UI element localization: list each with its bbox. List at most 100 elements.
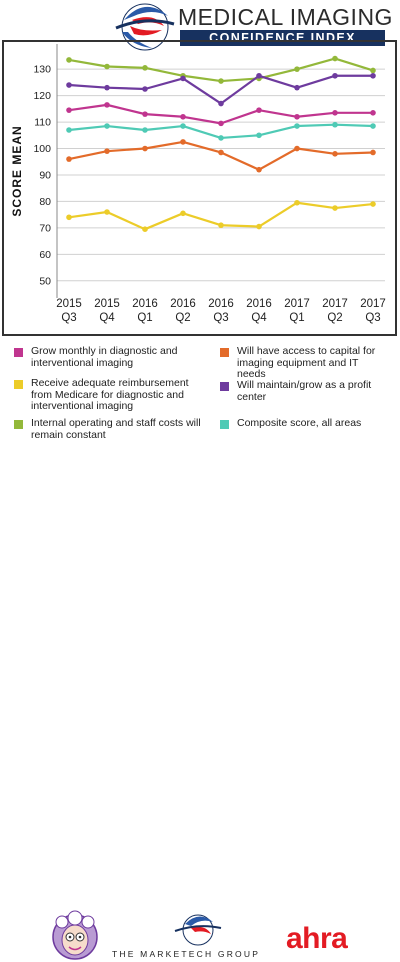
data-point — [218, 78, 224, 84]
legend-swatch-teal — [220, 420, 229, 429]
data-point — [256, 132, 262, 139]
y-axis-title: SCORE MEAN — [10, 125, 24, 216]
data-point — [370, 149, 376, 156]
data-point — [180, 123, 186, 129]
y-tick-label: 130 — [33, 64, 51, 76]
x-tick-label-year: 2017 — [284, 298, 310, 310]
x-tick-label-year: 2015 — [56, 298, 82, 310]
x-tick-label-quarter: Q1 — [137, 312, 152, 324]
marketech-group-label: THE MARKETECH GROUP — [112, 949, 261, 959]
data-point — [104, 148, 110, 154]
footer: THE MARKETECH GROUP ahra — [0, 452, 400, 960]
data-point — [142, 127, 148, 133]
data-point — [104, 123, 110, 129]
data-point — [294, 113, 300, 120]
medical-imaging-logo-icon — [115, 3, 175, 51]
data-point — [256, 223, 262, 230]
data-point — [370, 123, 376, 129]
x-tick-label-quarter: Q4 — [251, 312, 267, 324]
x-tick-label-year: 2016 — [208, 298, 234, 310]
y-tick-label: 110 — [34, 117, 51, 129]
data-point — [104, 209, 110, 215]
legend-item-composite: Composite score, all areas — [220, 417, 388, 430]
data-point — [104, 84, 110, 91]
legend-item-profit-center: Will maintain/grow as a profit center — [220, 379, 388, 403]
y-tick-label: 120 — [33, 90, 51, 102]
y-tick-label: 50 — [39, 275, 51, 287]
data-point — [256, 166, 262, 173]
chart-frame — [2, 40, 397, 336]
legend-label: Will maintain/grow as a profit center — [237, 379, 372, 403]
data-point — [180, 75, 186, 82]
x-tick-label-quarter: Q3 — [213, 312, 228, 324]
x-tick-label-year: 2017 — [360, 298, 386, 310]
x-tick-label-quarter: Q4 — [99, 312, 115, 324]
y-tick-label: 80 — [39, 196, 51, 208]
legend-swatch-yellow — [14, 380, 23, 389]
legend-label: Receive adequate reimbursement from Medi… — [31, 377, 189, 412]
data-point — [370, 110, 376, 116]
legend-item-grow-monthly: Grow monthly in diagnostic and intervent… — [14, 345, 186, 369]
data-point — [332, 205, 338, 211]
x-tick-label-quarter: Q3 — [61, 312, 76, 324]
data-point — [180, 210, 186, 217]
data-point — [370, 201, 376, 207]
data-point — [256, 72, 262, 79]
data-point — [332, 110, 338, 116]
legend-swatch-green — [14, 420, 23, 429]
data-point — [294, 145, 300, 152]
data-point — [66, 156, 72, 162]
x-tick-label-year: 2015 — [94, 298, 120, 310]
data-point — [142, 86, 148, 92]
line-chart: 50 60 70 80 90 100 110 120 130 SCORE MEAN 2015 Q3 20… — [10, 44, 386, 324]
data-point — [294, 123, 300, 129]
data-point — [294, 84, 300, 91]
y-tick-label: 70 — [39, 222, 51, 234]
data-point — [294, 199, 300, 206]
title-medical-imaging: MEDICAL IMAGING — [178, 4, 393, 30]
data-point — [218, 222, 224, 229]
x-tick-label-year: 2016 — [246, 298, 272, 310]
legend: Grow monthly in diagnostic and intervent… — [0, 342, 400, 452]
data-point — [180, 113, 186, 120]
data-point — [66, 82, 72, 88]
data-point — [218, 100, 224, 107]
data-point — [218, 149, 224, 156]
x-tick-label-quarter: Q2 — [175, 312, 190, 324]
series-line — [68, 140, 374, 171]
y-tick-label: 60 — [39, 249, 51, 261]
x-tick-label-quarter: Q1 — [289, 312, 304, 324]
data-point — [370, 67, 376, 74]
legend-swatch-orange — [220, 348, 229, 357]
data-point — [332, 55, 338, 62]
data-point — [332, 121, 338, 128]
legend-item-reimbursement: Receive adequate reimbursement from Medi… — [14, 377, 210, 413]
x-tick-label-year: 2016 — [170, 298, 196, 310]
legend-label: Grow monthly in diagnostic and intervent… — [31, 345, 178, 369]
data-point — [66, 57, 72, 63]
data-point — [332, 151, 338, 157]
data-point — [66, 127, 72, 133]
data-point — [66, 107, 72, 113]
legend-label: Will have access to capital for imaging … — [237, 345, 376, 380]
data-point — [142, 65, 148, 71]
data-point — [294, 66, 300, 72]
marketech-logo-icon — [174, 914, 222, 946]
x-tick-label-quarter: Q3 — [365, 312, 380, 324]
x-tick-label-year: 2017 — [322, 298, 348, 310]
data-point — [218, 135, 224, 141]
data-point — [218, 120, 224, 127]
x-tick-label-quarter: Q2 — [327, 312, 342, 324]
ahra-logo: ahra — [286, 922, 348, 955]
data-point — [104, 102, 110, 108]
data-point — [142, 145, 148, 152]
legend-label: Composite score, all areas — [237, 417, 362, 429]
data-point — [142, 226, 148, 232]
data-point — [370, 72, 376, 79]
mascot-face-icon — [52, 910, 98, 960]
data-point — [180, 139, 186, 145]
data-point — [66, 214, 72, 221]
x-tick-label-year: 2016 — [132, 298, 158, 310]
y-tick-label: 100 — [33, 143, 51, 155]
data-point — [104, 63, 110, 70]
